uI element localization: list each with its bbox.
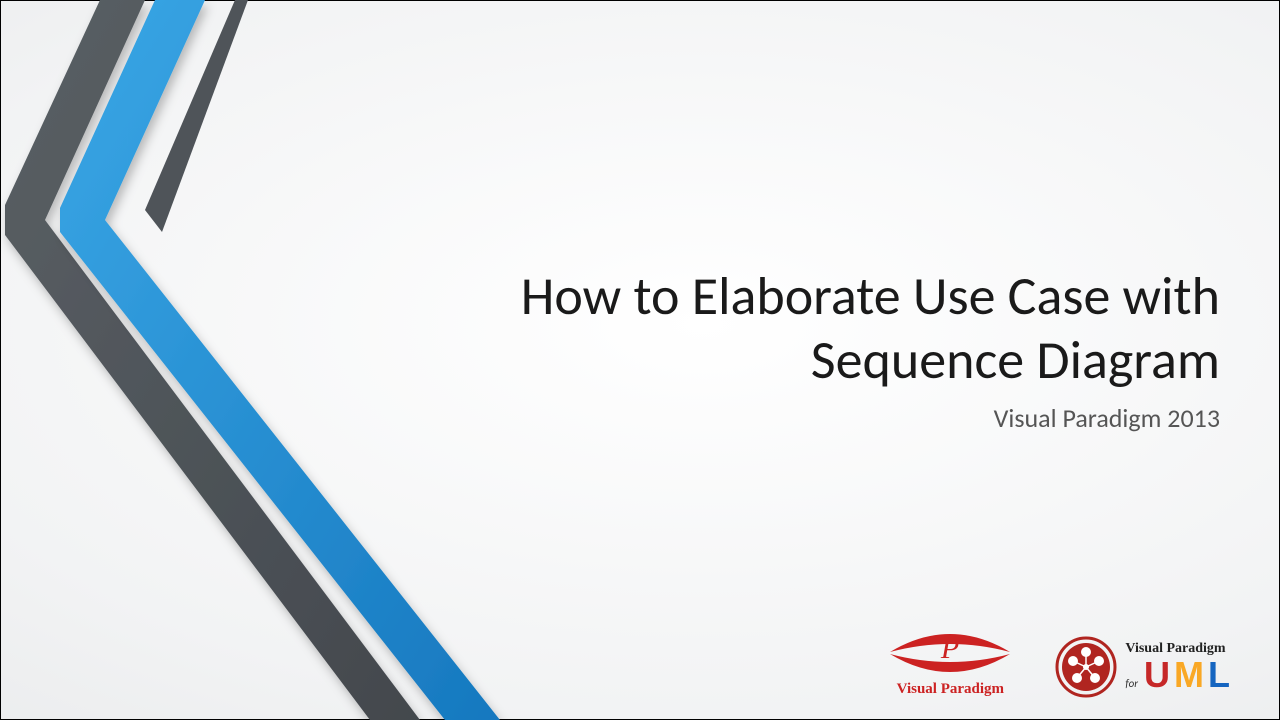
uml-letter-l: L	[1208, 657, 1230, 693]
slide-subtitle: Visual Paradigm 2013	[521, 402, 1220, 434]
uml-circle-icon	[1055, 636, 1117, 698]
vp-eye-icon: P	[885, 624, 1015, 674]
title-line-2: Sequence Diagram	[811, 327, 1220, 393]
slide-title: How to Elaborate Use Case with Sequence …	[521, 265, 1220, 392]
title-line-1: How to Elaborate Use Case with	[521, 263, 1220, 329]
uml-letter-u: U	[1144, 657, 1170, 693]
chevron-inner	[145, 0, 248, 232]
uml-for-label: for	[1125, 677, 1138, 690]
chevron-gray	[5, 0, 420, 720]
vp-letter: P	[940, 632, 959, 665]
chevron-blue	[60, 0, 500, 720]
logo-row: P Visual Paradigm V	[885, 624, 1230, 698]
vp-label: Visual Paradigm	[885, 681, 1015, 698]
logo-vp-uml: Visual Paradigm for U M L	[1055, 636, 1230, 698]
title-block: How to Elaborate Use Case with Sequence …	[521, 265, 1220, 434]
uml-letter-m: M	[1174, 657, 1204, 693]
uml-bottom-row: for U M L	[1125, 657, 1230, 693]
logo-visual-paradigm: P Visual Paradigm	[885, 624, 1015, 698]
